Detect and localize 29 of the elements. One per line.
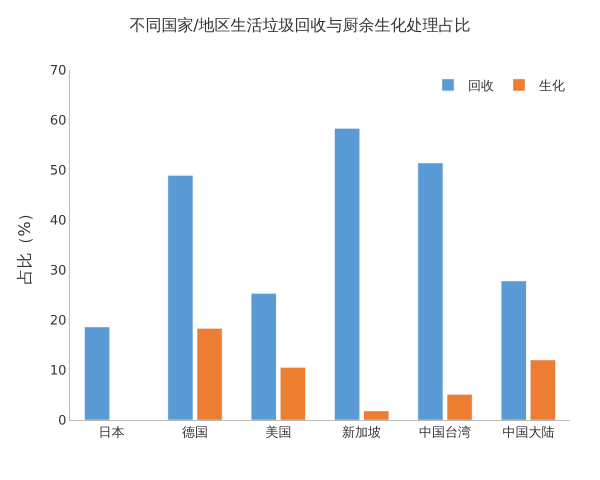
y-tick-label: 30 xyxy=(50,264,66,279)
bar xyxy=(251,293,276,420)
x-tick-label: 美国 xyxy=(265,424,292,441)
bar xyxy=(364,410,389,420)
bar xyxy=(196,328,222,420)
y-tick-label: 20 xyxy=(50,314,66,329)
chart-title: 不同国家/地区生活垃圾回收与厨余生化处理占比 xyxy=(129,15,471,34)
bar xyxy=(501,280,526,420)
bar xyxy=(446,394,472,420)
bar xyxy=(334,128,360,420)
y-tick-label: 40 xyxy=(50,214,66,229)
x-tick-label: 日本 xyxy=(98,426,125,441)
bar xyxy=(418,162,444,420)
x-tick-label: 中国台湾 xyxy=(419,424,471,441)
x-tick-label: 中国大陆 xyxy=(502,426,554,441)
y-axis-title: 占比（%） xyxy=(14,205,34,285)
legend-label: 生化 xyxy=(539,79,565,94)
y-tick-label: 50 xyxy=(50,164,66,179)
legend-label: 回收 xyxy=(468,79,494,94)
y-tick-label: 0 xyxy=(58,414,66,429)
bar xyxy=(168,175,194,420)
y-tick-label: 10 xyxy=(50,364,66,379)
y-tick-label: 70 xyxy=(50,64,66,79)
x-tick-label: 新加坡 xyxy=(342,426,382,441)
y-tick-label: 60 xyxy=(50,114,66,129)
bar xyxy=(530,360,556,420)
x-tick-label: 德国 xyxy=(182,426,208,441)
bar xyxy=(280,367,306,420)
bar xyxy=(84,326,110,420)
